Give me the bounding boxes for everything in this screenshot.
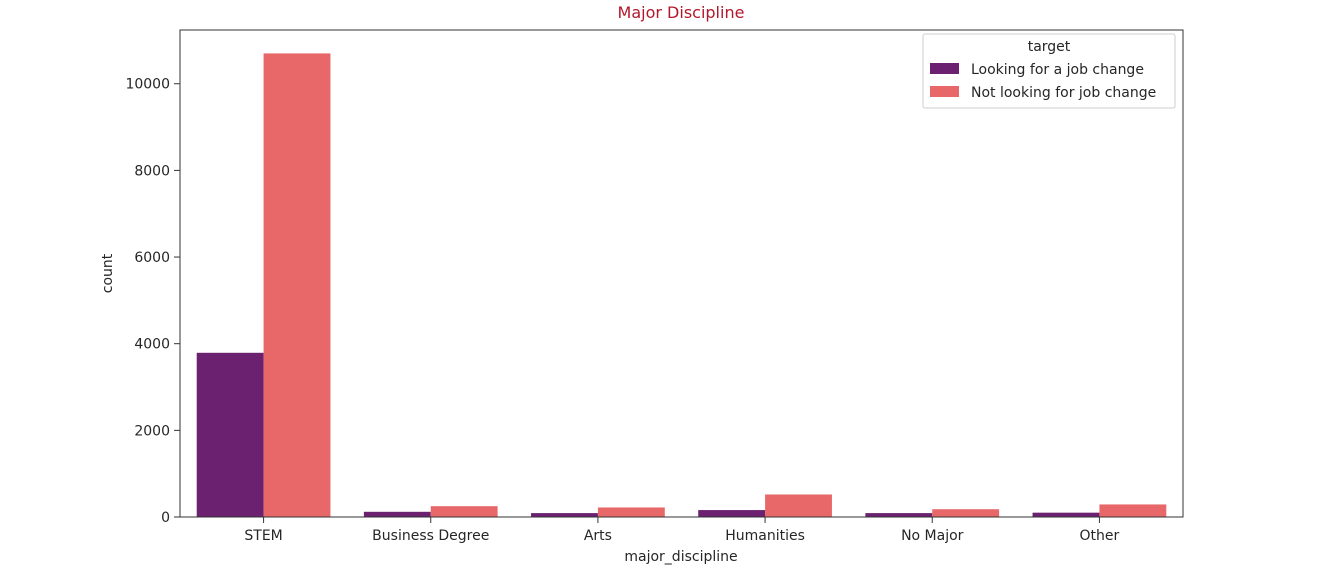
legend: target Looking for a job change Not look…: [922, 33, 1176, 109]
legend-label-looking: Looking for a job change: [971, 62, 1144, 78]
legend-swatch-not-looking: [930, 86, 959, 97]
x-tick-label-arts: Arts: [584, 528, 612, 544]
legend-title: target: [1028, 39, 1071, 55]
bar-other-not-looking: [1099, 504, 1167, 517]
y-tick-label: 6000: [134, 250, 170, 266]
x-axis-label: major_discipline: [624, 549, 737, 565]
x-tick-label-other: Other: [1080, 528, 1120, 544]
y-tick-label: 10000: [125, 77, 170, 93]
bar-humanities-not-looking: [765, 494, 832, 517]
bar-no-major-not-looking: [932, 509, 1000, 517]
x-tick-label-humanities: Humanities: [725, 528, 805, 544]
bar-business-degree-not-looking: [430, 506, 498, 517]
y-tick-label: 0: [161, 510, 170, 526]
x-tick-label-no-major: No Major: [901, 528, 964, 544]
legend-swatch-looking: [930, 63, 959, 74]
bar-stem-looking: [196, 352, 264, 517]
chart-title: Major Discipline: [618, 3, 745, 22]
bar-no-major-looking: [865, 513, 933, 517]
bar-arts-not-looking: [597, 507, 665, 517]
y-axis-label: count: [100, 253, 116, 293]
y-axis: 0 2000 4000 6000 8000 10000: [125, 77, 180, 526]
bar-other-looking: [1032, 512, 1100, 517]
y-tick-label: 4000: [134, 337, 170, 353]
y-tick-label: 8000: [134, 163, 170, 179]
x-axis: STEM Business Degree Arts Humanities No Majo…: [244, 517, 1120, 544]
plot-area: [196, 53, 1167, 518]
bar-arts-looking: [531, 513, 598, 517]
bar-stem-not-looking: [263, 53, 331, 518]
x-tick-label-business-degree: Business Degree: [372, 528, 489, 544]
y-tick-label: 2000: [134, 423, 170, 439]
x-tick-label-stem: STEM: [244, 528, 282, 544]
axes-frame: [179, 29, 1184, 518]
legend-label-not-looking: Not looking for job change: [971, 85, 1156, 101]
bar-business-degree-looking: [363, 511, 431, 517]
legend-frame: [922, 33, 1176, 109]
bar-humanities-looking: [698, 510, 766, 517]
